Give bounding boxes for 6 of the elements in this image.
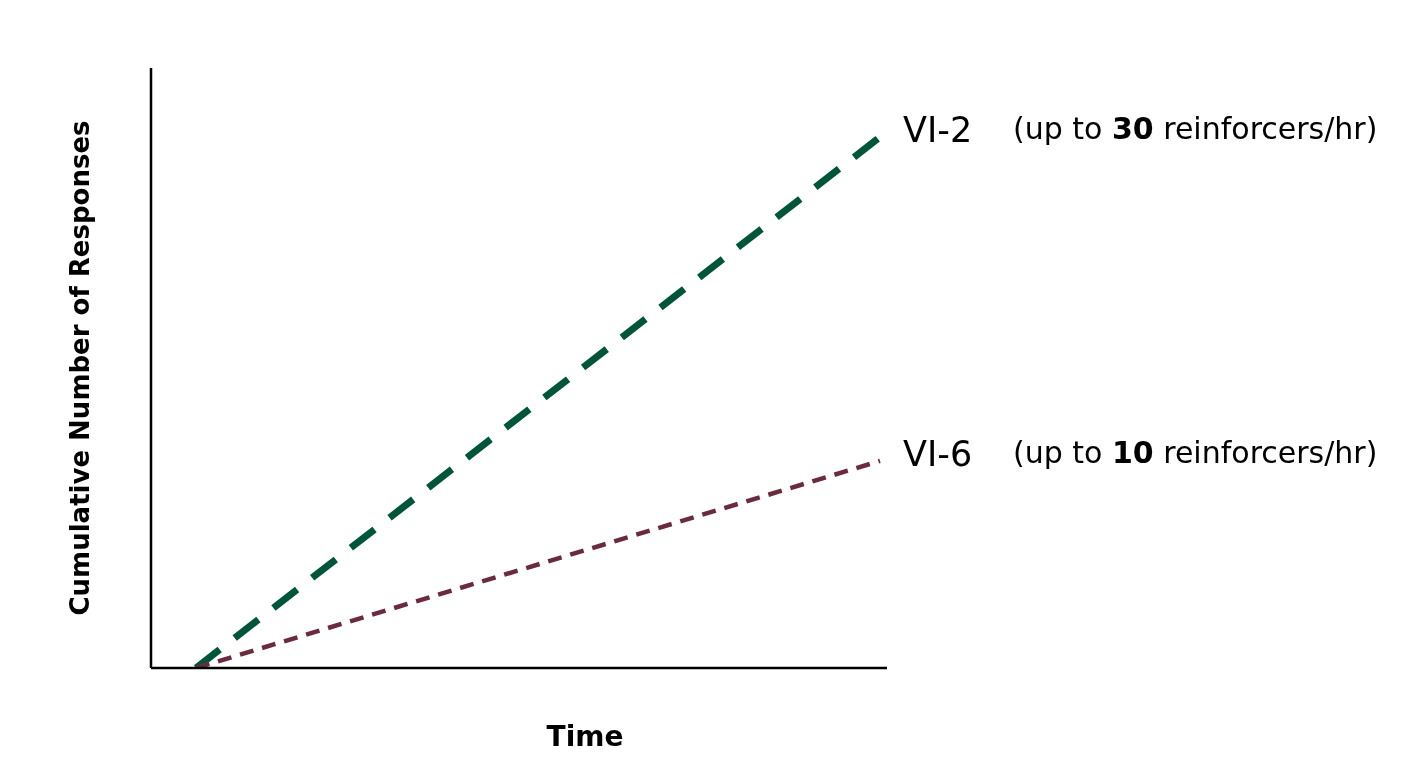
x-axis-title: Time	[546, 719, 624, 753]
annotation: (up to 30 reinforcers/hr)	[1013, 110, 1378, 146]
series-label: VI-6	[903, 433, 973, 474]
y-axis-title: Cumulative Number of Responses	[64, 120, 95, 616]
series-label: VI-2	[903, 109, 973, 150]
annotation: (up to 10 reinforcers/hr)	[1013, 434, 1378, 470]
